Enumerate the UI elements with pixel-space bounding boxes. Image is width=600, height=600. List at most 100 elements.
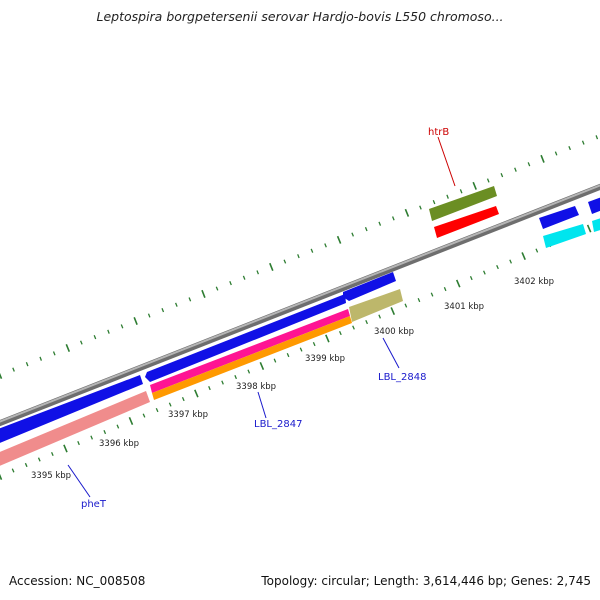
- inner-ring-tick: [208, 385, 211, 391]
- cds-feature-blue-3[interactable]: [343, 272, 396, 301]
- inner-ring-tick: [378, 314, 382, 319]
- outer-ring-tick: [25, 362, 29, 367]
- inner-ring-tick: [273, 358, 277, 363]
- outer-ring-tick: [419, 205, 422, 210]
- outer-ring-tick: [486, 178, 490, 183]
- inner-ring-tick: [259, 361, 265, 371]
- kbp-label-3399: 3399 kbp: [305, 354, 345, 364]
- cds-feature-salmon-phet[interactable]: [0, 391, 150, 470]
- kbp-label-3396: 3396 kbp: [99, 439, 139, 449]
- cds-feature-cyan-2[interactable]: [592, 215, 600, 232]
- inner-ring-tick: [181, 396, 185, 402]
- inner-ring-tick: [404, 303, 408, 308]
- outer-ring-tick: [568, 145, 572, 151]
- outer-ring-tick: [581, 140, 585, 145]
- inner-ring-tick: [312, 341, 316, 347]
- inner-ring-tick: [286, 352, 290, 358]
- inner-ring-tick: [90, 435, 94, 440]
- gene-label-lbl-2848[interactable]: LBL_2848: [378, 372, 426, 383]
- inner-ring-tick: [77, 440, 80, 446]
- inner-ring-tick: [496, 264, 499, 270]
- outer-ring-tick: [0, 372, 3, 380]
- outer-ring-tick: [446, 194, 449, 199]
- gene-label-htrb[interactable]: htrB: [428, 127, 449, 138]
- outer-ring-tick: [514, 167, 517, 172]
- inner-ring-tick: [128, 416, 134, 426]
- gene-label-phet[interactable]: pheT: [81, 499, 107, 510]
- outer-ring-tick: [283, 259, 287, 264]
- outer-ring-tick: [351, 232, 355, 237]
- inner-ring-tick: [443, 286, 447, 292]
- inner-ring-tick: [325, 334, 330, 343]
- cds-feature-olive-htrb[interactable]: [429, 186, 497, 221]
- outer-ring-tick: [472, 181, 477, 190]
- outer-ring-tick: [527, 162, 531, 167]
- inner-ring-tick: [483, 270, 486, 275]
- outer-ring-tick: [147, 313, 151, 318]
- inner-ring-tick: [521, 252, 526, 261]
- outer-ring-tick: [65, 343, 71, 353]
- outer-ring-tick: [201, 289, 206, 298]
- inner-ring-tick: [116, 424, 120, 429]
- outer-ring-tick: [256, 270, 260, 275]
- inner-ring-tick: [24, 462, 28, 468]
- inner-ring-tick: [0, 473, 3, 481]
- cds-feature-red[interactable]: [434, 206, 499, 238]
- outer-ring-tick: [540, 154, 545, 163]
- inner-ring-tick: [155, 407, 159, 413]
- kbp-label-3401: 3401 kbp: [444, 302, 484, 312]
- outer-ring-tick: [229, 281, 232, 286]
- outer-ring-tick: [269, 262, 274, 271]
- inner-ring-tick: [469, 275, 473, 281]
- outer-ring-tick: [242, 275, 246, 280]
- cds-feature-khaki[interactable]: [349, 289, 403, 322]
- kbp-label-3397: 3397 kbp: [168, 410, 208, 420]
- outer-ring-tick: [107, 329, 110, 334]
- scale-labels: 3395 kbp 3396 kbp 3397 kbp 3398 kbp 3399…: [31, 277, 554, 481]
- inner-ring-tick: [50, 451, 54, 457]
- cds-feature-orange[interactable]: [152, 316, 352, 400]
- outer-ring-tick: [79, 340, 83, 345]
- cds-feature-blue-2[interactable]: [145, 294, 346, 382]
- inner-ring-tick: [142, 413, 146, 418]
- kbp-label-3398: 3398 kbp: [236, 382, 276, 392]
- inner-ring-tick: [299, 347, 303, 352]
- outer-ring-tick: [378, 221, 382, 226]
- outer-ring-tick: [12, 367, 15, 372]
- outer-ring-tick: [188, 297, 192, 302]
- gene-labels: pheT LBL_2847 LBL_2848 htrB: [81, 127, 449, 510]
- inner-ring-tick: [352, 325, 355, 330]
- inner-ring-tick: [103, 429, 107, 435]
- inner-tick-ring: [0, 224, 592, 481]
- outer-ring-tick: [336, 235, 342, 244]
- outer-ring-tick: [500, 172, 504, 178]
- inner-ring-tick: [455, 279, 461, 288]
- outer-ring-tick: [93, 335, 97, 340]
- cds-feature-blue-4[interactable]: [539, 206, 579, 229]
- inner-ring-tick: [168, 402, 172, 407]
- inner-ring-tick: [234, 374, 238, 380]
- forward-strand-track: [0, 186, 600, 447]
- cds-feature-magenta[interactable]: [150, 309, 350, 393]
- map-title: Leptospira borgpetersenii serovar Hardjo…: [96, 9, 504, 24]
- kbp-label-3402: 3402 kbp: [514, 277, 554, 287]
- outer-ring-tick: [52, 351, 56, 356]
- outer-ring-tick: [215, 286, 219, 291]
- outer-ring-tick: [310, 248, 314, 253]
- inner-ring-tick: [390, 307, 396, 316]
- cds-feature-blue-1[interactable]: [0, 375, 143, 447]
- outer-ring-tick: [120, 324, 124, 329]
- cds-feature-blue-5[interactable]: [588, 194, 600, 214]
- cds-feature-cyan-1[interactable]: [543, 224, 586, 248]
- gene-label-lbl-2847[interactable]: LBL_2847: [254, 419, 302, 430]
- inner-ring-tick: [11, 468, 15, 473]
- outer-ring-tick: [595, 135, 599, 140]
- inner-ring-tick: [63, 444, 68, 453]
- inner-ring-tick: [37, 457, 41, 462]
- outer-tick-ring: [0, 135, 599, 380]
- outer-ring-tick: [161, 308, 165, 313]
- genome-backbone: [0, 183, 600, 427]
- kbp-label-3400: 3400 kbp: [374, 327, 414, 337]
